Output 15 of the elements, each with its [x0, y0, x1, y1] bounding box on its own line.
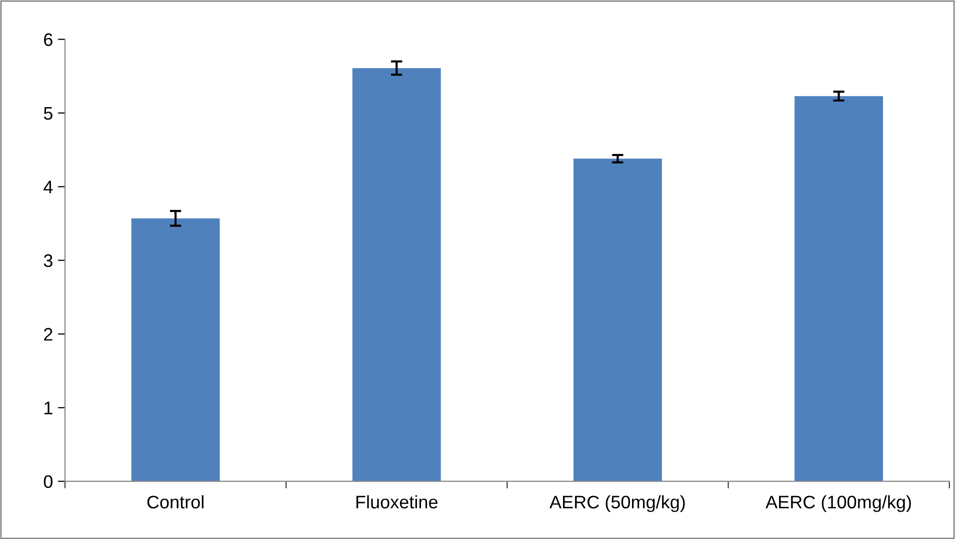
bar: [573, 158, 662, 482]
bar: [131, 218, 220, 482]
bar: [352, 68, 441, 482]
y-tick-label: 5: [44, 107, 52, 120]
y-tick-label: 4: [44, 180, 53, 194]
y-tick-label: 2: [44, 328, 52, 341]
bar: [794, 96, 883, 482]
y-tick-label: 3: [44, 254, 52, 268]
x-tick-label: AERC (100mg/kg): [766, 495, 911, 512]
x-tick-label: AERC (50mg/kg): [550, 495, 685, 512]
y-tick-label: 0: [44, 475, 52, 488]
x-tick-label: Fluoxetine: [356, 495, 438, 508]
y-tick-label: 1: [44, 402, 52, 414]
y-tick-label: 6: [44, 33, 52, 46]
x-tick-label: Control: [147, 495, 204, 508]
